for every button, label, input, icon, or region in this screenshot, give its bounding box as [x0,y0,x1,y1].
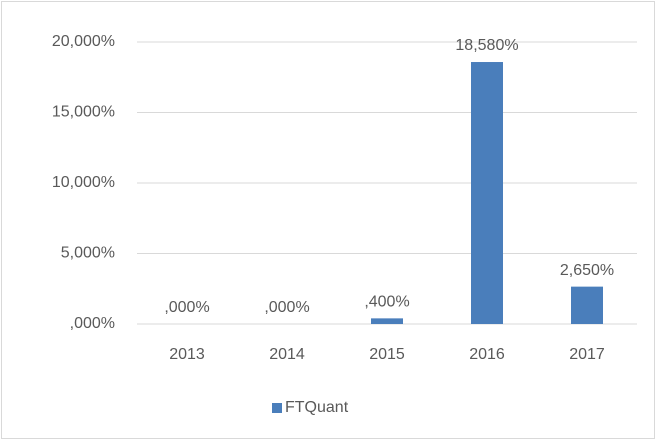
data-label: ,000% [164,299,209,316]
bar [371,318,403,324]
y-tick-label: 5,000% [61,245,115,262]
bar [571,286,603,324]
bar [471,62,503,324]
x-tick-label: 2017 [569,346,605,363]
data-label: ,000% [264,299,309,316]
y-tick-label: 15,000% [52,104,115,121]
data-label: 18,580% [455,37,518,54]
y-tick-label: 20,000% [52,33,115,50]
legend-label: FTQuant [285,399,349,416]
x-tick-label: 2013 [169,346,205,363]
data-label: 2,650% [560,262,614,279]
y-tick-label: ,000% [70,315,115,332]
y-tick-label: 10,000% [52,174,115,191]
legend-swatch [272,403,282,413]
data-label: ,400% [364,294,409,311]
x-tick-label: 2014 [269,346,305,363]
x-tick-label: 2016 [469,346,505,363]
x-tick-label: 2015 [369,346,405,363]
